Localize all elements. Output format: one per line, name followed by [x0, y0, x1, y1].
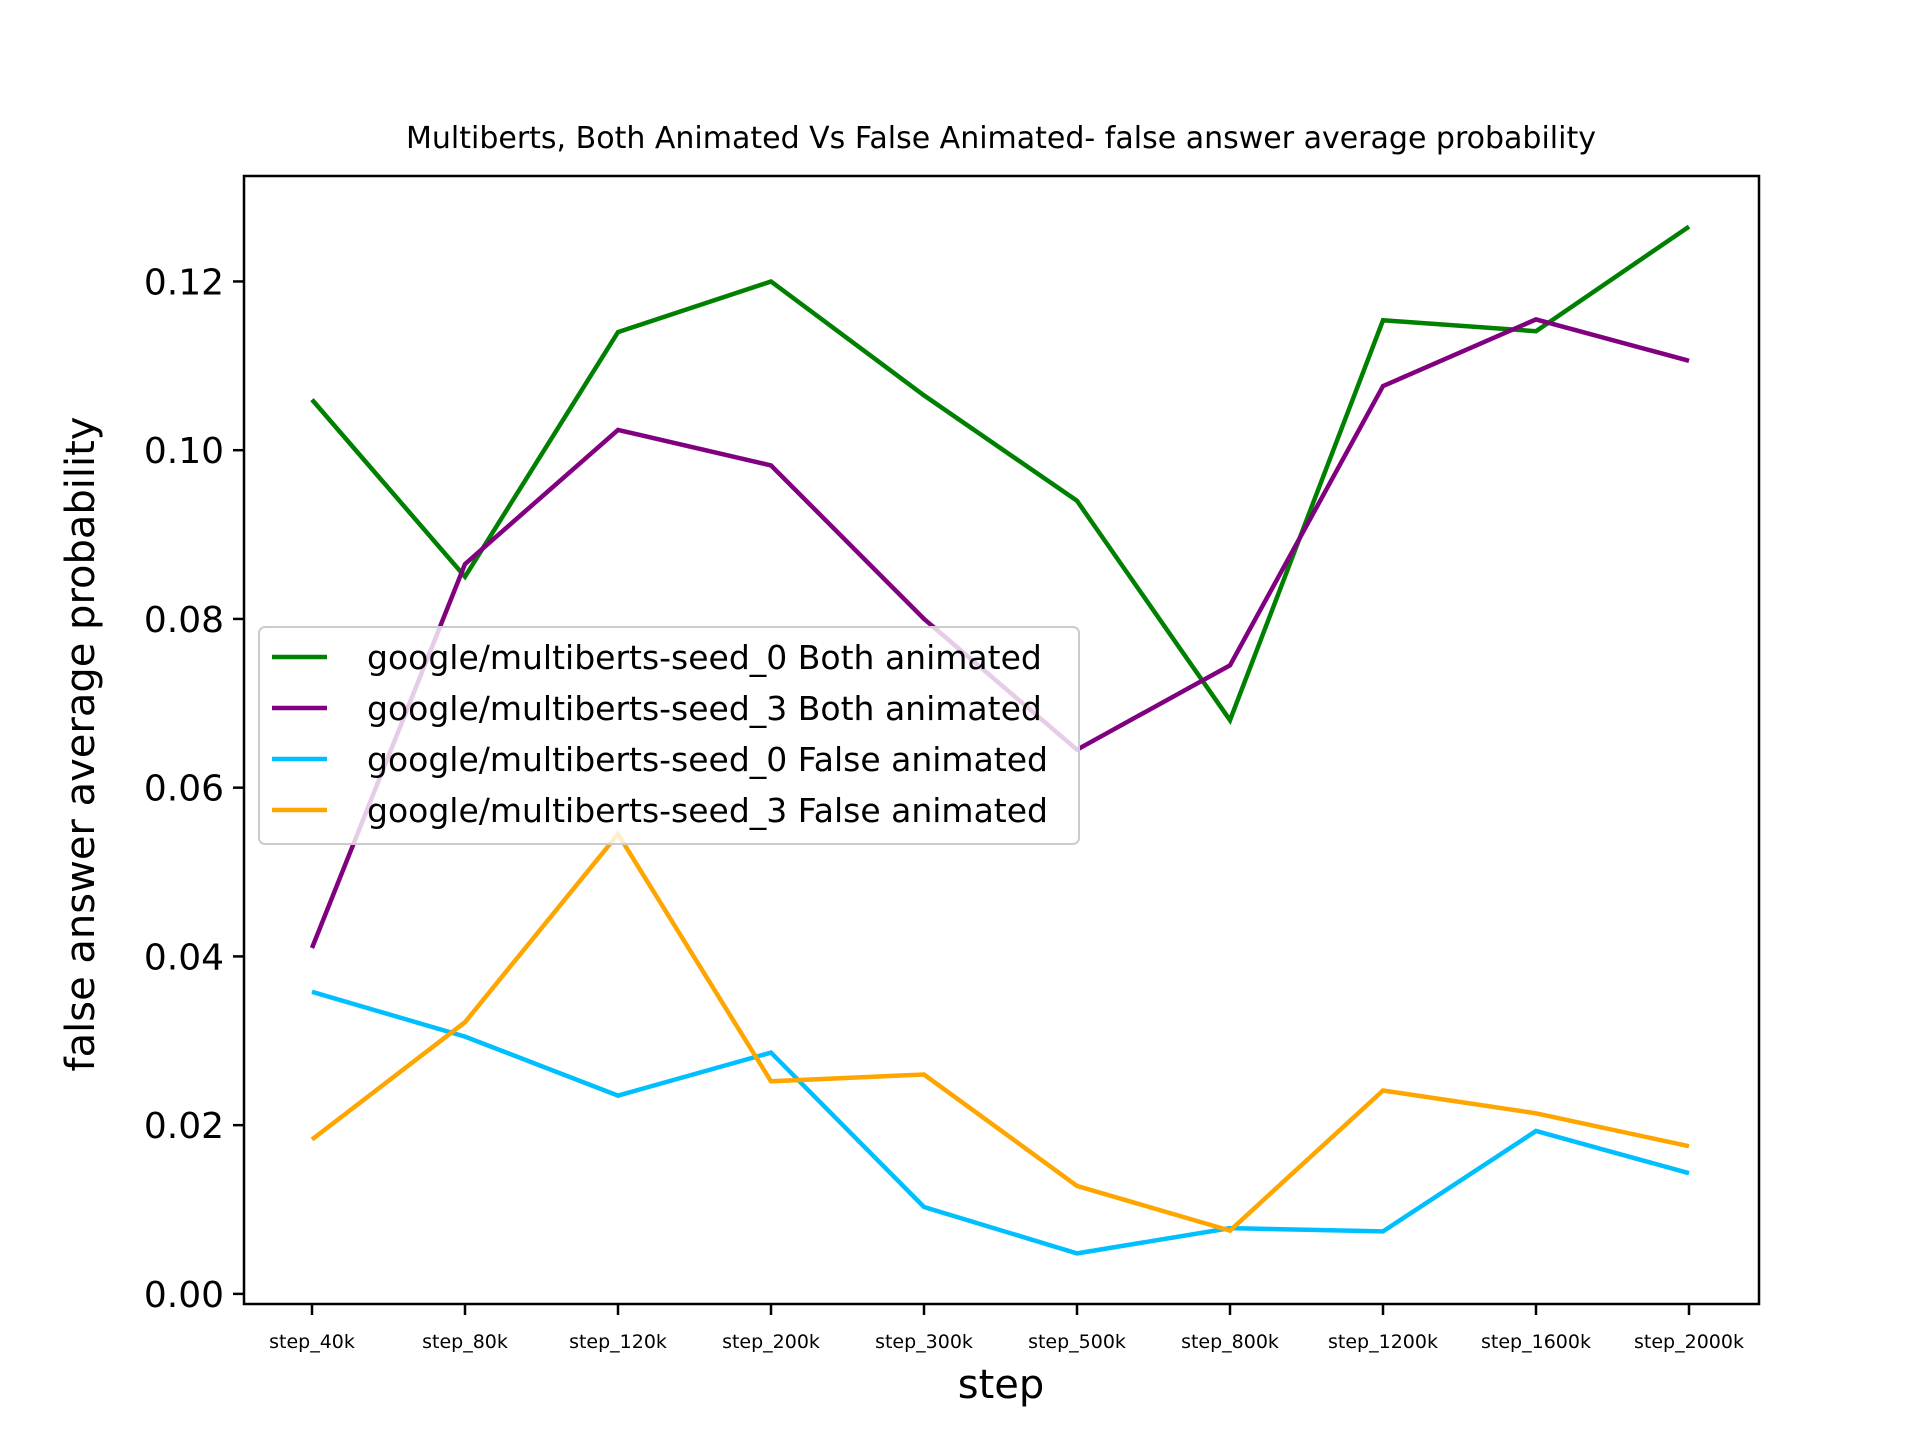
x-tick-label: step_1200k	[1328, 1331, 1438, 1353]
x-tick-label: step_40k	[269, 1331, 355, 1353]
y-tick-label: 0.04	[144, 937, 224, 978]
y-tick-label: 0.10	[144, 431, 224, 472]
legend-label: google/multiberts-seed_0 Both animated	[367, 638, 1042, 677]
x-axis-title: step	[958, 1362, 1045, 1408]
y-tick-label: 0.06	[144, 769, 224, 810]
y-tick-label: 0.02	[144, 1106, 224, 1147]
x-tick-label: step_800k	[1181, 1331, 1279, 1353]
y-axis-title: false answer average probability	[58, 417, 104, 1072]
chart-title: Multiberts, Both Animated Vs False Anima…	[406, 121, 1596, 156]
x-tick-label: step_1600k	[1481, 1331, 1591, 1353]
x-tick-label: step_200k	[722, 1331, 820, 1353]
series-line-0	[310, 224, 1691, 725]
plot-area	[309, 224, 1691, 1256]
x-tick-label: step_2000k	[1634, 1331, 1744, 1353]
y-tick-label: 0.08	[144, 600, 224, 641]
x-tick-label: step_300k	[875, 1331, 973, 1353]
y-tick-label: 0.00	[144, 1275, 224, 1316]
y-tick-label: 0.12	[144, 262, 224, 303]
x-tick-label: step_120k	[569, 1331, 667, 1353]
x-tick-label: step_80k	[422, 1331, 508, 1353]
series-line-2	[311, 989, 1690, 1256]
plot-frame	[242, 174, 1761, 1306]
x-axis: step_40k step_80k step_120k step_200k step_3…	[269, 1304, 1744, 1353]
series-line-3	[310, 830, 1690, 1234]
legend-label: google/multiberts-seed_3 Both animated	[367, 689, 1042, 728]
y-axis: 0.00 0.02 0.04 0.06 0.08 0.10 0.12	[144, 262, 244, 1316]
x-tick-label: step_500k	[1028, 1331, 1126, 1353]
legend-label: google/multiberts-seed_0 False animated	[367, 740, 1048, 779]
legend: google/multiberts-seed_0 Both animated go…	[258, 626, 1080, 845]
legend-label: google/multiberts-seed_3 False animated	[367, 791, 1048, 830]
legend-box	[258, 626, 1080, 845]
